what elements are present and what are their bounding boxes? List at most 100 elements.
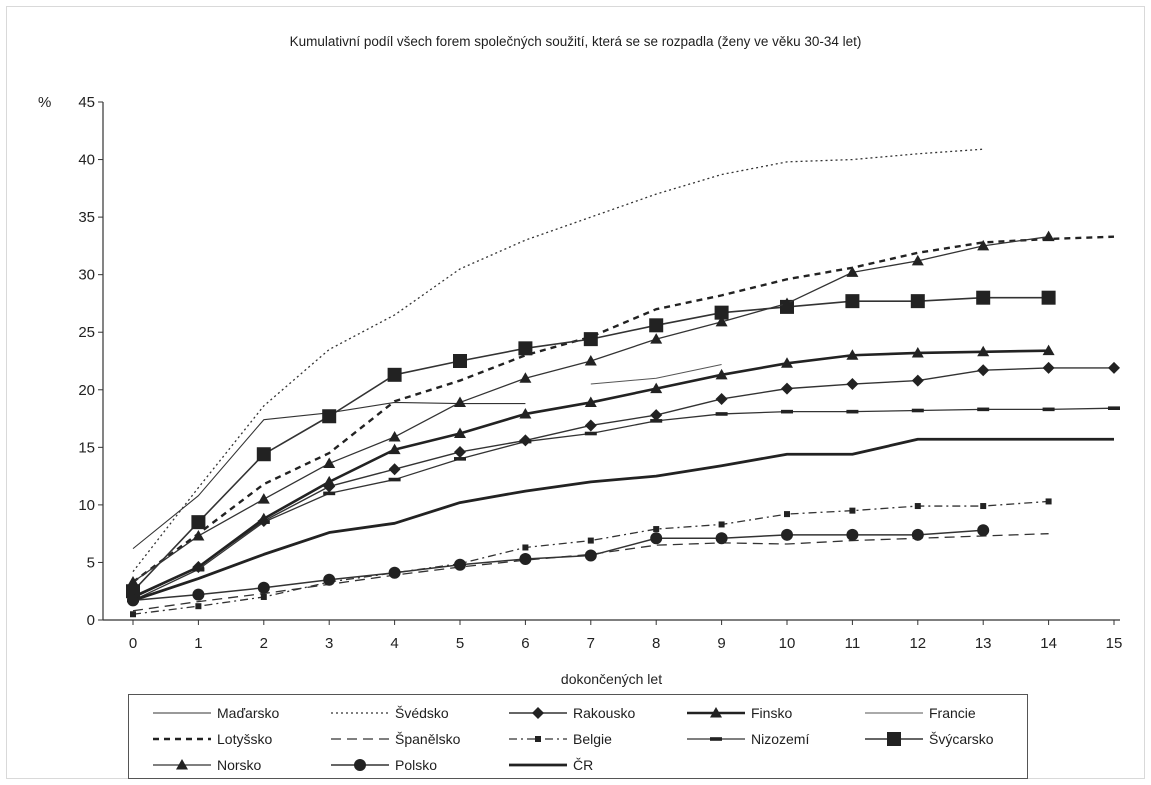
y-tick-label: 30 (78, 267, 95, 284)
data-point-nizozemi (388, 477, 401, 482)
x-tick-label: 8 (652, 635, 660, 652)
data-point-norsko (715, 315, 728, 327)
data-point-svycarsko (256, 447, 271, 462)
series-line-cr (132, 437, 1114, 602)
data-point-svycarsko (518, 341, 533, 356)
legend-item-lotyssko: Lotyšsko (151, 727, 321, 751)
data-point-nizozemi (323, 491, 336, 496)
data-point-rakousko (584, 419, 597, 432)
data-point-nizozemi (846, 409, 859, 414)
series-rakousko (127, 361, 1120, 605)
data-point-svycarsko (583, 332, 598, 347)
data-point-svycarsko (387, 367, 402, 382)
data-point-belgie (980, 503, 987, 510)
data-point-svycarsko (845, 294, 860, 309)
legend-swatch-finsko (687, 707, 745, 718)
legend-label-francie: Francie (929, 705, 976, 721)
data-point-finsko (977, 345, 990, 357)
data-point-finsko (781, 357, 793, 368)
data-point-rakousko (977, 364, 990, 377)
x-axis-label: dokončených let (561, 671, 662, 687)
data-point-svycarsko (649, 318, 664, 333)
legend-item-finsko: Finsko (685, 701, 855, 725)
data-point-polsko (323, 573, 336, 586)
data-point-finsko (388, 443, 401, 455)
legend-swatch-rakousko (509, 707, 567, 719)
x-tick-label: 1 (194, 635, 202, 652)
series-lotyssko (132, 235, 1115, 583)
x-tick-label: 3 (325, 635, 333, 652)
data-point-svycarsko (1041, 290, 1056, 305)
data-point-rakousko (388, 463, 401, 476)
data-point-polsko (977, 524, 990, 537)
legend-item-francie: Francie (863, 701, 1033, 725)
legend-label-nizozemi: Nizozemí (751, 731, 810, 747)
x-tick-label: 11 (845, 635, 861, 652)
data-point-belgie (849, 507, 856, 514)
chart-legend: Maďarsko Švédsko Rakousko Finsko Francie Loty… (128, 694, 1028, 779)
data-point-rakousko (1108, 361, 1120, 374)
data-point-polsko (519, 552, 532, 565)
data-point-belgie (195, 603, 202, 610)
legend-label-lotyssko: Lotyšsko (217, 731, 273, 747)
data-point-polsko (192, 588, 205, 601)
series-line-svedsko (132, 148, 984, 573)
x-tick-label: 10 (779, 635, 796, 652)
data-point-svycarsko (910, 294, 925, 309)
legend-item-polsko: Polsko (329, 753, 499, 777)
legend-label-finsko: Finsko (751, 705, 793, 721)
data-point-finsko (454, 427, 466, 439)
series-line-polsko (132, 529, 984, 602)
y-tick-label: 35 (78, 209, 95, 226)
data-point-belgie (784, 511, 790, 518)
series-line-lotyssko (132, 235, 1115, 583)
data-point-belgie (718, 521, 725, 528)
data-point-belgie (522, 544, 529, 551)
data-point-nizozemi (454, 457, 466, 461)
data-point-svycarsko (191, 515, 206, 530)
y-tick-label: 5 (87, 554, 95, 571)
legend-swatch-nizozemi (687, 737, 745, 741)
data-point-polsko (781, 528, 793, 541)
series-svedsko (132, 148, 984, 573)
series-line-norsko (132, 236, 1049, 583)
data-point-norsko (846, 266, 859, 277)
data-point-belgie (587, 537, 594, 544)
series-line-francie (590, 363, 722, 385)
legend-swatch-svycarsko (865, 732, 923, 746)
series-line-nizozemi (132, 407, 1115, 602)
data-point-nizozemi (519, 439, 532, 444)
legend-item-spanelsko: Španělsko (329, 727, 499, 751)
series-line-spanelsko (132, 533, 1049, 612)
data-point-nizozemi (584, 431, 597, 436)
legend-swatch-polsko (331, 759, 389, 771)
x-tick-label: 0 (129, 635, 137, 652)
data-point-nizozemi (781, 409, 793, 414)
x-tick-label: 7 (587, 635, 595, 652)
data-point-rakousko (454, 445, 466, 458)
data-point-norsko (257, 493, 270, 504)
x-tick-label: 4 (390, 635, 398, 652)
x-tick-label: 15 (1106, 635, 1123, 652)
data-point-nizozemi (192, 567, 205, 572)
legend-marker-polsko (354, 759, 366, 771)
data-point-norsko (977, 239, 990, 251)
data-point-norsko (584, 355, 597, 366)
legend-item-nizozemi: Nizozemí (685, 727, 855, 751)
data-point-svycarsko (126, 584, 140, 599)
legend-item-madarsko: Maďarsko (151, 701, 321, 725)
data-point-norsko (519, 372, 532, 383)
data-point-nizozemi (1108, 406, 1120, 410)
data-point-rakousko (1042, 361, 1055, 374)
legend-marker-nizozemi (710, 737, 722, 741)
data-point-finsko (584, 396, 597, 407)
series-nizozemi (127, 406, 1120, 603)
data-point-belgie (260, 593, 267, 600)
data-point-nizozemi (715, 412, 728, 416)
legend-item-belgie: Belgie (507, 727, 677, 751)
x-tick-label: 5 (456, 635, 464, 652)
data-point-finsko (323, 475, 336, 487)
legend-swatch-lotyssko (153, 737, 211, 741)
data-point-norsko (388, 430, 401, 442)
legend-swatch-francie (865, 712, 923, 714)
